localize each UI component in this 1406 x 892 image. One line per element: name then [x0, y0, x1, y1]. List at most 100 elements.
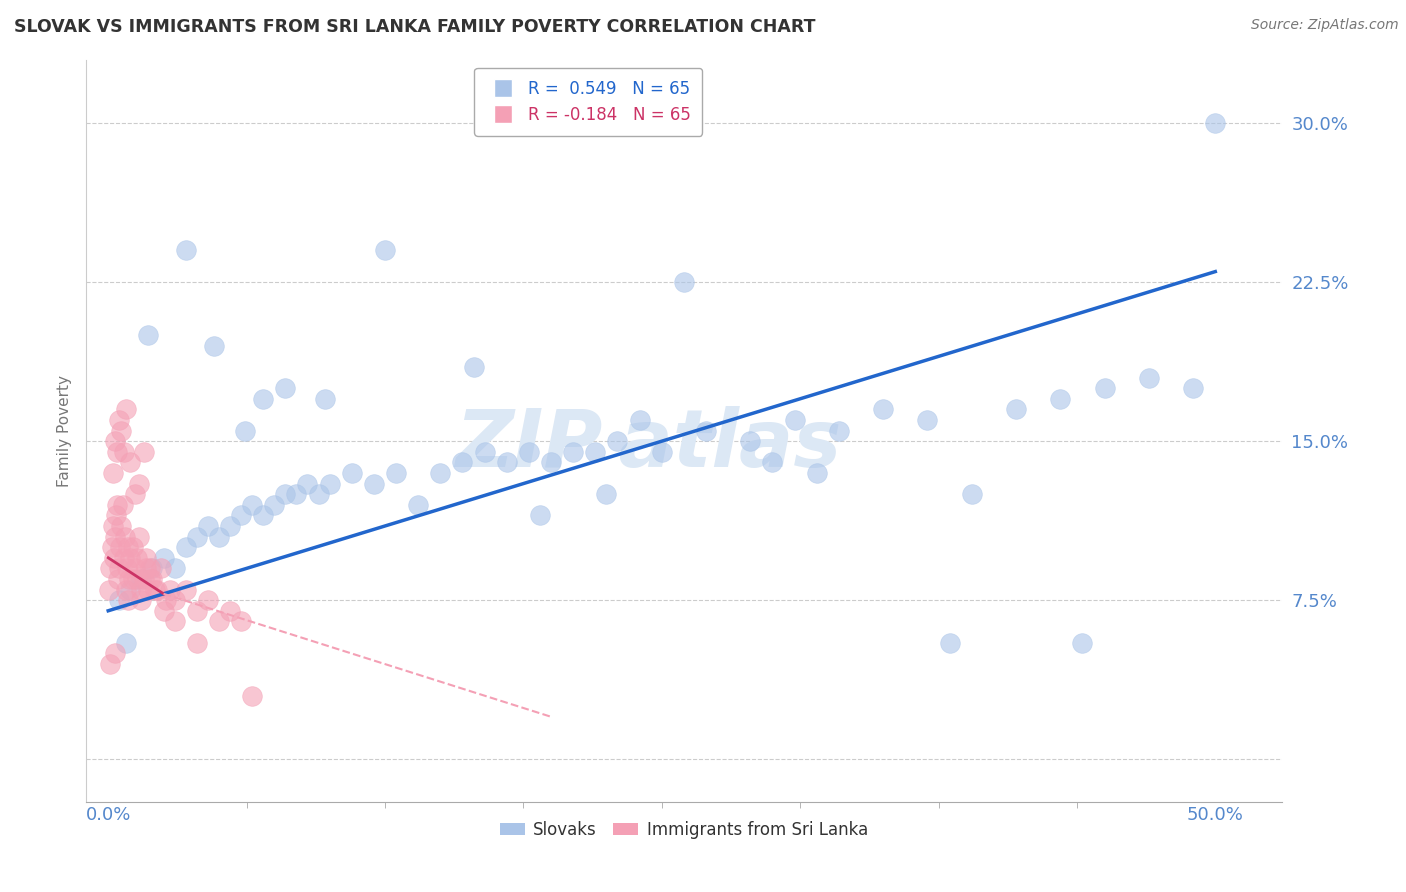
Point [152, 550, 174, 565]
Point [163, 615, 186, 629]
Point [135, 561, 157, 575]
Point [938, 635, 960, 649]
Point [98, 582, 121, 597]
Point [595, 487, 617, 501]
Point [104, 434, 127, 449]
Point [100, 657, 122, 671]
Point [740, 434, 762, 449]
Point [120, 455, 142, 469]
Point [163, 593, 186, 607]
Point [105, 498, 128, 512]
Text: ZIP atlas: ZIP atlas [456, 407, 841, 484]
Point [628, 413, 651, 427]
Point [197, 519, 219, 533]
Point [117, 593, 139, 607]
Point [152, 604, 174, 618]
Point [132, 572, 155, 586]
Point [174, 540, 197, 554]
Point [229, 615, 252, 629]
Point [131, 593, 153, 607]
Point [235, 424, 257, 438]
Point [263, 498, 285, 512]
Point [651, 444, 673, 458]
Point [120, 582, 142, 597]
Point [606, 434, 628, 449]
Point [115, 561, 138, 575]
Point [111, 498, 134, 512]
Point [110, 540, 132, 554]
Point [120, 550, 142, 565]
Point [114, 530, 136, 544]
Point [252, 392, 274, 406]
Point [406, 498, 429, 512]
Point [208, 530, 231, 544]
Point [150, 561, 173, 575]
Point [132, 444, 155, 458]
Point [115, 582, 138, 597]
Point [1182, 381, 1205, 395]
Point [208, 615, 231, 629]
Point [101, 519, 124, 533]
Point [583, 444, 606, 458]
Point [124, 561, 146, 575]
Point [783, 413, 806, 427]
Point [385, 466, 408, 480]
Point [429, 466, 451, 480]
Point [806, 466, 828, 480]
Point [159, 582, 181, 597]
Point [204, 339, 226, 353]
Point [121, 572, 143, 586]
Point [128, 476, 150, 491]
Point [872, 402, 894, 417]
Point [219, 519, 242, 533]
Point [274, 487, 297, 501]
Point [163, 561, 186, 575]
Point [131, 582, 153, 597]
Point [186, 604, 208, 618]
Point [100, 561, 122, 575]
Point [104, 508, 127, 523]
Point [529, 508, 551, 523]
Point [297, 476, 319, 491]
Point [107, 572, 129, 586]
Point [240, 689, 263, 703]
Point [314, 392, 336, 406]
Point [105, 444, 128, 458]
Point [104, 530, 127, 544]
Point [495, 455, 517, 469]
Point [308, 487, 330, 501]
Point [240, 498, 263, 512]
Point [229, 508, 252, 523]
Point [108, 593, 131, 607]
Point [108, 561, 131, 575]
Point [141, 572, 163, 586]
Point [186, 635, 208, 649]
Point [125, 550, 148, 565]
Point [136, 582, 159, 597]
Point [1049, 392, 1071, 406]
Point [108, 413, 131, 427]
Point [110, 519, 132, 533]
Point [125, 572, 148, 586]
Point [146, 582, 169, 597]
Point [695, 424, 717, 438]
Point [101, 466, 124, 480]
Point [197, 593, 219, 607]
Point [540, 455, 562, 469]
Point [186, 530, 208, 544]
Point [1204, 116, 1226, 130]
Point [131, 572, 153, 586]
Point [451, 455, 474, 469]
Point [110, 424, 132, 438]
Y-axis label: Family Poverty: Family Poverty [58, 375, 72, 487]
Point [274, 381, 297, 395]
Point [960, 487, 983, 501]
Point [128, 530, 150, 544]
Point [115, 402, 138, 417]
Point [115, 635, 138, 649]
Point [562, 444, 585, 458]
Point [318, 476, 340, 491]
Text: Source: ZipAtlas.com: Source: ZipAtlas.com [1251, 18, 1399, 32]
Point [100, 540, 122, 554]
Point [917, 413, 939, 427]
